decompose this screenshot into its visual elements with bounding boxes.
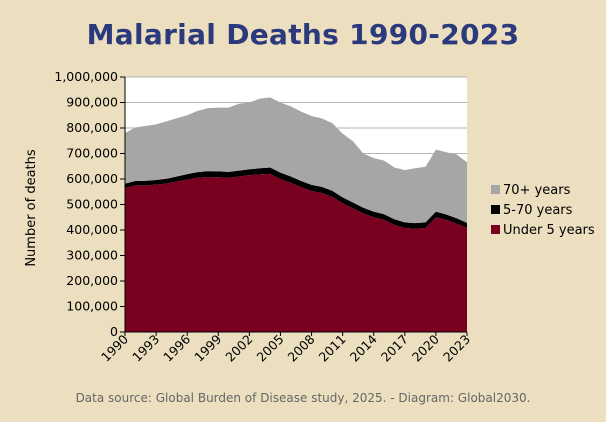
area-under-5-years: [125, 173, 467, 332]
x-tick-label: 2014: [347, 331, 380, 364]
legend-label-5-70-years: 5-70 years: [503, 203, 573, 218]
x-tick-label: 2005: [253, 332, 286, 365]
y-tick-label: 200,000: [66, 273, 118, 288]
x-tick-label: 2002: [222, 332, 255, 365]
y-tick-label: 500,000: [66, 197, 118, 212]
x-tick-label: 1990: [98, 331, 131, 364]
area-70-years: [125, 97, 467, 224]
y-tick-label: 700,000: [66, 146, 118, 161]
x-tick-label: 2008: [285, 331, 318, 364]
x-tick-label: 2023: [440, 332, 473, 365]
x-tick-label: 1993: [129, 332, 162, 365]
legend-label-70-years: 70+ years: [503, 183, 571, 198]
y-tick-label: 400,000: [66, 222, 118, 237]
source-note: Data source: Global Burden of Disease st…: [75, 391, 531, 405]
legend-swatch-5-70-years: [491, 205, 500, 214]
x-tick-label: 1999: [191, 331, 224, 364]
legend-label-under-5-years: Under 5 years: [503, 223, 595, 238]
legend-swatch-70-years: [491, 185, 500, 194]
area-5-70-years: [125, 167, 467, 229]
x-tick-label: 1996: [160, 331, 193, 364]
legend-swatch-under-5-years: [491, 225, 500, 234]
y-tick-label: 800,000: [66, 120, 118, 135]
y-tick-label: 0: [110, 324, 118, 339]
y-tick-label: 300,000: [66, 248, 118, 263]
y-tick-label: 900,000: [66, 95, 118, 110]
y-tick-label: 100,000: [66, 299, 118, 314]
chart-title: Malarial Deaths 1990-2023: [86, 18, 520, 51]
y-tick-label: 600,000: [66, 171, 118, 186]
x-tick-label: 2017: [378, 332, 411, 365]
y-axis-label: Number of deaths: [24, 149, 39, 267]
y-tick-label: 1,000,000: [54, 69, 118, 84]
x-tick-label: 2020: [409, 331, 442, 364]
x-tick-label: 2011: [316, 332, 349, 365]
